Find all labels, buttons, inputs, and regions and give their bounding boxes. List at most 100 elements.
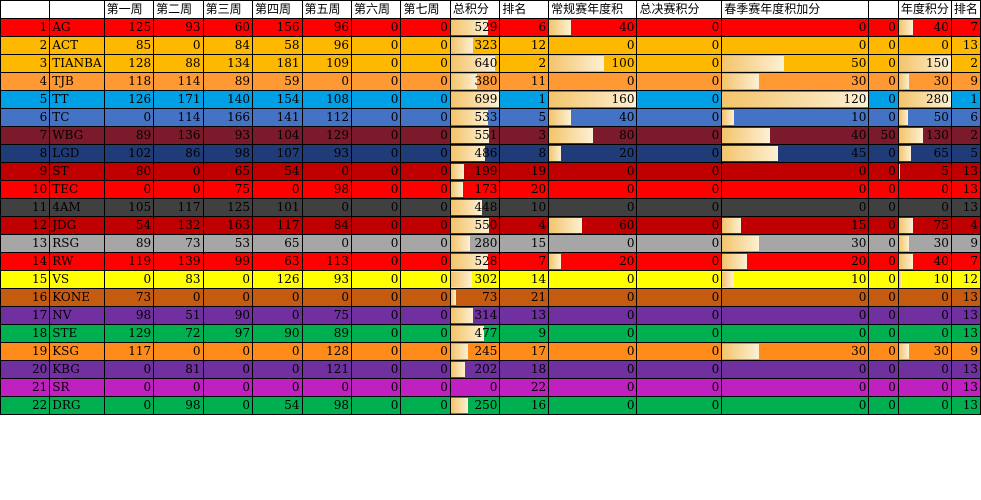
team-name: ST [49,162,105,181]
cell-value: 529 [474,20,498,34]
score-cell: 380 [449,72,501,91]
score-cell: 93 [153,18,204,37]
cell-value: 108 [326,92,349,106]
score-cell: 0 [636,216,723,235]
cell-value: 166 [227,110,251,124]
score-cell: 181 [252,54,303,73]
data-bar [899,20,913,35]
score-cell: 0 [252,360,303,379]
score-cell: 0 [897,36,952,55]
score-cell: 0 [721,162,870,181]
score-cell: 13 [950,396,981,415]
cell-value: 89 [135,128,152,142]
cell-value: 60 [234,20,251,34]
score-cell: 15 [721,216,870,235]
table-row: 16 KONE 73 0 0 0 0 0 0 73 21 0 0 0 0 0 13 [0,288,981,307]
score-cell: 0 [636,306,723,325]
score-cell: 50 [868,126,899,145]
score-cell: 40 [897,252,952,271]
cell-value: 13 [962,38,978,52]
score-cell: 0 [868,288,899,307]
cell-value: 86 [185,146,201,160]
score-cell: 0 [636,252,723,271]
score-cell: 89 [301,324,352,343]
cell-value: 0 [143,182,152,196]
score-cell: 0 [301,198,352,217]
cell-value: 0 [440,146,448,160]
cell-value: 98 [234,146,251,160]
header-annual-rank: 排名 [950,0,981,19]
cell-value: 89 [234,74,251,88]
score-cell: 65 [252,234,303,253]
cell-value: 13 [962,164,978,178]
team-name: JDG [49,216,105,235]
score-cell: 0 [721,180,870,199]
score-cell: 0 [721,360,870,379]
score-cell: 0 [548,36,638,55]
data-bar [549,20,571,35]
cell-value: 323 [474,38,498,52]
cell-value: 2 [970,56,978,70]
score-cell: 0 [350,144,402,163]
cell-value: 0 [390,254,399,268]
score-cell: 0 [868,342,899,361]
score-cell: 20 [721,252,870,271]
cell-value: 98 [333,182,349,196]
score-cell: 20 [499,180,550,199]
cell-value: 0 [711,164,720,178]
score-cell: 50 [897,108,952,127]
data-bar [899,164,900,179]
score-cell: 0 [350,126,402,145]
team-name: LGD [49,144,105,163]
score-cell: 0 [897,396,952,415]
score-cell: 0 [636,234,723,253]
cell-value: 0 [711,218,720,232]
cell-value: 0 [888,164,896,178]
team-name: RSG [49,234,105,253]
score-cell: 163 [202,216,254,235]
cell-value: 0 [341,164,349,178]
score-cell: 99 [202,252,254,271]
cell-value: 0 [711,110,720,124]
score-cell: 0 [897,306,952,325]
score-cell: 30 [897,342,952,361]
cell-value: 550 [474,218,498,232]
cell-value: 0 [941,290,949,304]
score-cell: 117 [153,198,204,217]
score-cell: 0 [636,36,723,55]
cell-value: 171 [177,92,201,106]
cell-value: 0 [390,38,399,52]
cell-value: 0 [390,182,399,196]
cell-value: 0 [858,20,867,34]
score-cell: 0 [400,252,451,271]
score-cell: 0 [400,324,451,343]
cell-value: 0 [390,326,399,340]
score-cell: 84 [202,36,254,55]
cell-value: 112 [326,110,349,124]
cell-value: 0 [489,380,498,394]
header-finals-points: 总决赛积分 [636,0,723,19]
team-name: VS [49,270,105,289]
cell-value: 14 [530,272,547,286]
score-cell: 7 [950,252,981,271]
cell-value: 250 [474,398,498,412]
score-cell: 533 [449,108,501,127]
cell-value: 0 [242,272,251,286]
score-cell: 10 [499,198,550,217]
data-bar [722,128,771,143]
cell-value: 20 [619,254,635,268]
team-name: TIANBA [49,54,105,73]
cell-value: 13 [962,290,978,304]
cell-value: 109 [326,56,349,70]
score-cell: 125 [202,198,254,217]
cell-value: 0 [192,344,201,358]
score-cell: 129 [301,126,352,145]
score-cell: 73 [103,288,155,307]
score-cell: 73 [449,288,501,307]
score-cell: 30 [721,234,870,253]
score-cell: 13 [950,324,981,343]
row-number: 11 [0,198,51,217]
table-row: 14 RW 119 139 99 63 113 0 0 528 7 20 0 20 0 40 7 [0,252,981,271]
cell-value: 139 [177,254,201,268]
score-cell: 113 [301,252,352,271]
